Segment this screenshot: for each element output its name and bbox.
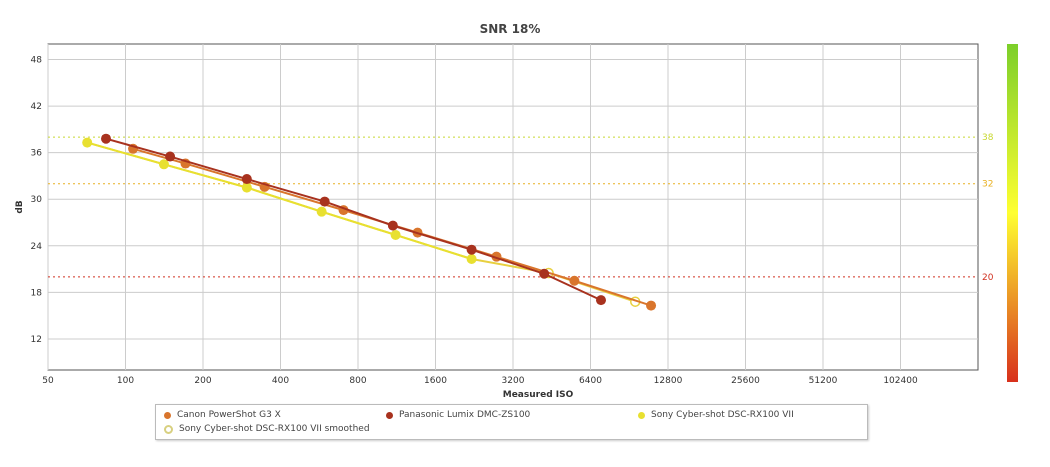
legend-label: Sony Cyber-shot DSC-RX100 VII smoothed bbox=[179, 424, 370, 434]
legend-marker bbox=[638, 411, 645, 419]
data-point bbox=[387, 220, 398, 231]
legend-label: Canon PowerShot G3 X bbox=[177, 410, 281, 420]
data-point bbox=[466, 254, 477, 265]
data-point bbox=[101, 133, 112, 144]
data-point bbox=[319, 196, 330, 207]
legend-label: Sony Cyber-shot DSC-RX100 VII bbox=[651, 410, 794, 420]
reference-line-label: 32 bbox=[982, 180, 993, 190]
legend-item-canon[interactable]: Canon PowerShot G3 X bbox=[164, 410, 281, 420]
legend-marker bbox=[164, 424, 173, 434]
x-tick-label: 51200 bbox=[809, 376, 838, 386]
legend-label: Panasonic Lumix DMC-ZS100 bbox=[399, 410, 531, 420]
series-line bbox=[105, 137, 602, 302]
colorbar bbox=[1007, 44, 1018, 382]
data-point bbox=[241, 174, 252, 185]
y-tick-label: 42 bbox=[31, 102, 42, 112]
data-point bbox=[569, 275, 580, 286]
x-tick-label: 12800 bbox=[654, 376, 683, 386]
x-tick-label: 25600 bbox=[731, 376, 760, 386]
y-axis-label: dB bbox=[15, 200, 25, 213]
x-tick-label: 200 bbox=[194, 376, 211, 386]
x-axis-label: Measured ISO bbox=[503, 390, 574, 400]
x-tick-label: 100 bbox=[117, 376, 134, 386]
x-tick-label: 3200 bbox=[502, 376, 525, 386]
y-tick-label: 24 bbox=[31, 242, 43, 252]
x-tick-label: 102400 bbox=[883, 376, 918, 386]
reference-line-label: 20 bbox=[982, 273, 994, 283]
data-point bbox=[646, 300, 657, 311]
data-point bbox=[158, 159, 169, 170]
data-point bbox=[595, 295, 606, 306]
data-point bbox=[466, 244, 477, 255]
legend-marker bbox=[386, 411, 393, 419]
data-point bbox=[165, 151, 176, 162]
legend-item-sony[interactable]: Sony Cyber-shot DSC-RX100 VII bbox=[638, 410, 794, 420]
y-tick-label: 48 bbox=[31, 56, 43, 66]
x-tick-label: 6400 bbox=[579, 376, 602, 386]
x-tick-label: 50 bbox=[42, 376, 54, 386]
legend-item-sony-smoothed[interactable]: Sony Cyber-shot DSC-RX100 VII smoothed bbox=[164, 424, 370, 434]
data-point bbox=[241, 182, 252, 193]
y-tick-label: 36 bbox=[31, 149, 43, 159]
y-tick-label: 12 bbox=[31, 335, 42, 345]
series-line bbox=[86, 141, 472, 260]
legend-item-panasonic[interactable]: Panasonic Lumix DMC-ZS100 bbox=[386, 410, 530, 420]
x-tick-label: 1600 bbox=[424, 376, 447, 386]
y-tick-label: 18 bbox=[31, 288, 43, 298]
chart-title: SNR 18% bbox=[480, 22, 541, 36]
data-point bbox=[316, 206, 327, 217]
x-tick-label: 800 bbox=[349, 376, 366, 386]
data-point bbox=[539, 268, 550, 279]
legend: Canon PowerShot G3 X Panasonic Lumix DMC… bbox=[155, 404, 868, 440]
data-point bbox=[82, 137, 93, 148]
x-tick-label: 400 bbox=[272, 376, 289, 386]
y-tick-label: 30 bbox=[31, 195, 43, 205]
reference-line-label: 38 bbox=[982, 133, 994, 143]
data-point bbox=[390, 229, 401, 240]
legend-marker bbox=[164, 411, 171, 419]
